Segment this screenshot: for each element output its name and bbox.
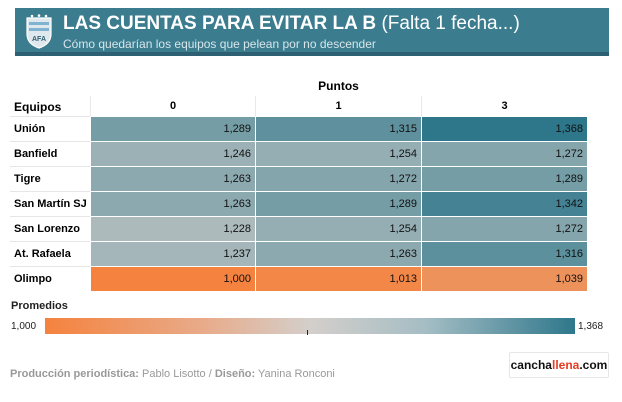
column-header: 3 [421,96,587,116]
heatmap-cell: 1,246 [90,141,255,166]
heatmap-cell: 1,272 [421,141,587,166]
heatmap-cell: 1,289 [255,191,421,216]
svg-text:AFA: AFA [32,36,46,43]
heatmap-cell: 1,254 [255,141,421,166]
page-subtitle: Cómo quedarían los equipos que pelean po… [63,37,376,51]
page-title: LAS CUENTAS PARA EVITAR LA B (Falta 1 fe… [63,13,520,34]
legend-max-label: 1,368 [578,321,604,332]
heatmap-cell: 1,368 [421,116,587,141]
row-label: Tigre [10,166,90,191]
column-group-header: Puntos [318,79,359,93]
heatmap-cell: 1,263 [90,191,255,216]
legend-tick [307,330,308,335]
credits: Producción periodística: Pablo Lisotto /… [10,368,335,380]
row-label: Banfield [10,141,90,166]
heatmap-table: Puntos Equipos 0 1 3 Unión 1,289 1,315 1,368 Ba… [10,76,587,291]
afa-crest-icon: AFA [26,14,52,49]
heatmap-cell: 1,013 [255,266,421,291]
heatmap-cell: 1,272 [255,166,421,191]
heatmap-cell: 1,342 [421,191,587,216]
row-label: San Lorenzo [10,216,90,241]
canchallena-logo[interactable]: canchallena.com [509,352,609,378]
heatmap-cell: 1,263 [255,241,421,266]
row-label: At. Rafaela [10,241,90,266]
heatmap-cell: 1,039 [421,266,587,291]
heatmap-cell: 1,000 [90,266,255,291]
row-label: Unión [10,116,90,141]
legend-color-scale [45,318,575,334]
heatmap-cell: 1,289 [421,166,587,191]
legend-min-label: 1,000 [11,321,37,332]
heatmap-cell: 1,228 [90,216,255,241]
heatmap-cell: 1,254 [255,216,421,241]
heatmap-cell: 1,316 [421,241,587,266]
column-header: 0 [90,96,255,116]
row-label: San Martín SJ [10,191,90,216]
heatmap-cell: 1,315 [255,116,421,141]
chart-header: AFA LAS CUENTAS PARA EVITAR LA B (Falta … [15,8,609,56]
heatmap-cell: 1,272 [421,216,587,241]
heatmap-cell: 1,237 [90,241,255,266]
row-label: Olimpo [10,266,90,291]
row-header: Equipos [14,100,62,114]
heatmap-cell: 1,263 [90,166,255,191]
heatmap-cell: 1,289 [90,116,255,141]
legend-title: Promedios [11,300,68,312]
column-header: 1 [255,96,421,116]
